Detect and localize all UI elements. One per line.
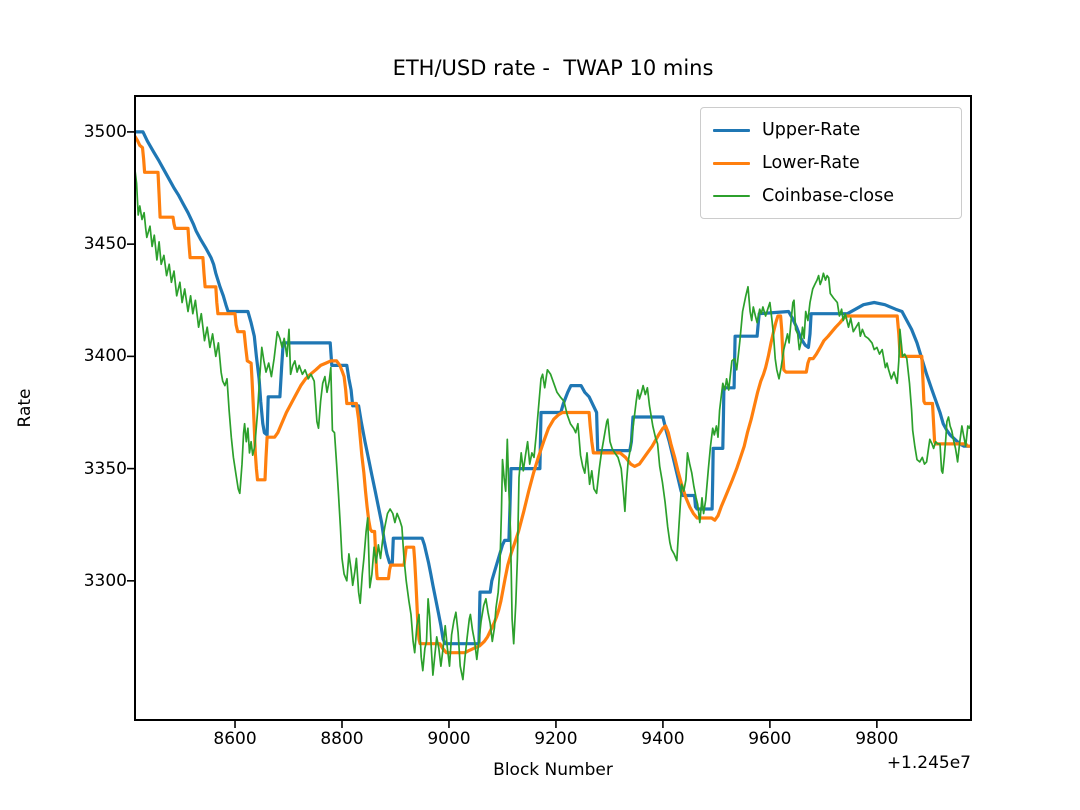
x-tick-label: 9200 [534,729,578,749]
upper-rate-line-sample [713,128,750,132]
x-tick-label: 8800 [320,729,364,749]
legend-item-coinbase-close: Coinbase-close [713,184,949,208]
x-tick-label: 9600 [748,729,792,749]
lower-rate-line [135,134,971,655]
y-tick-label: 3350 [83,458,127,479]
legend: Upper-Rate Lower-Rate Coinbase-close [700,107,962,219]
lower-rate-line-sample [713,161,750,165]
chart-title: ETH/USD rate - TWAP 10 mins [392,56,714,80]
y-tick-label: 3300 [83,570,127,591]
x-tick-label: 9000 [427,729,471,749]
x-tick-label: 9400 [641,729,685,749]
legend-label-lower-rate: Lower-Rate [762,153,860,173]
x-axis-offset-label: +1.245e7 [886,753,971,773]
x-tick-label: 8600 [213,729,257,749]
legend-item-upper-rate: Upper-Rate [713,118,949,142]
legend-label-upper-rate: Upper-Rate [762,120,861,140]
y-tick-label: 3450 [83,234,127,255]
legend-item-lower-rate: Lower-Rate [713,151,949,175]
axes-frame [134,95,972,721]
y-axis-label: Rate [15,388,35,428]
legend-label-coinbase-close: Coinbase-close [762,186,894,206]
x-axis-label: Block Number [493,760,613,780]
x-tick-label: 9800 [855,729,899,749]
y-tick-label: 3400 [83,346,127,367]
coinbase-close-line [135,169,971,681]
coinbase-close-line-sample [713,195,750,197]
y-tick-label: 3500 [83,121,127,142]
